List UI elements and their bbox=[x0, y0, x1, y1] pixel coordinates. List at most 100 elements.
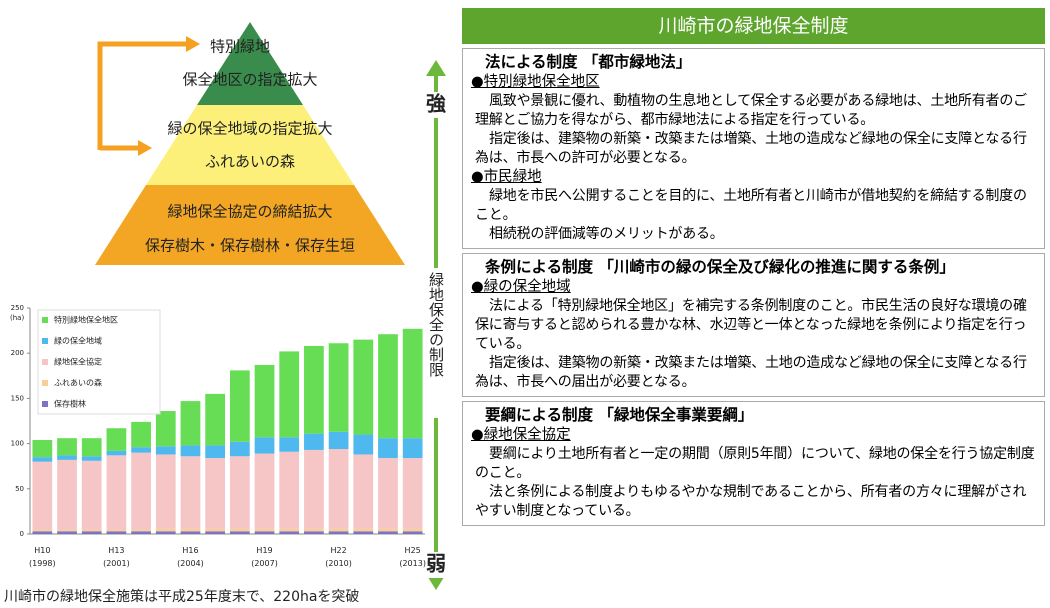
bar-segment bbox=[57, 455, 77, 460]
y-axis-label: (ha) bbox=[10, 314, 24, 322]
bar-segment bbox=[32, 529, 53, 532]
bar-segment bbox=[254, 453, 275, 529]
bar-segment bbox=[402, 328, 423, 439]
bar-segment bbox=[353, 531, 374, 534]
paragraph: 法と条例による制度よりもゆるやかな規制であることから、所有者の方々に理解がされや… bbox=[475, 484, 1027, 519]
paragraph: 緑地を市民へ公開することを目的に、土地所有者と川崎市が借地契約を締結する制度のこ… bbox=[475, 188, 1027, 223]
pyramid-middle bbox=[146, 105, 354, 185]
bar-segment bbox=[57, 438, 77, 456]
caption: 川崎市の緑地保全施策は平成25年度末で、220haを突破 bbox=[4, 588, 359, 605]
paragraph: 要綱により土地所有者と一定の期間（原則5年間）について、緑地の保全を行う協定制度… bbox=[475, 446, 1035, 481]
legend-swatch bbox=[42, 338, 48, 344]
pyramid-label: 緑地保全協定の締結拡大 bbox=[167, 203, 332, 221]
bar-segment bbox=[155, 446, 176, 455]
legend-label: 保存樹林 bbox=[54, 399, 86, 409]
x-tick-label: H25 (2013) bbox=[399, 546, 426, 568]
y-tick-label: 0 bbox=[20, 530, 24, 538]
bar-segment bbox=[180, 456, 201, 529]
arrow-head bbox=[186, 36, 200, 52]
bar-segment bbox=[279, 528, 300, 532]
bar-segment bbox=[328, 343, 349, 432]
bar-segment bbox=[155, 454, 176, 529]
x-tick-label: H19 (2007) bbox=[251, 546, 278, 568]
label-bg bbox=[424, 552, 448, 578]
bar-segment bbox=[155, 411, 176, 447]
bar-segment bbox=[229, 370, 250, 442]
bar-segment bbox=[353, 434, 374, 455]
bar-segment bbox=[353, 528, 374, 532]
legend-box bbox=[37, 309, 161, 415]
arrow-head bbox=[426, 60, 446, 76]
section-heading: 法による制度 「都市緑地法」 bbox=[485, 53, 692, 71]
bar-segment bbox=[57, 459, 77, 530]
bar-segment bbox=[131, 531, 151, 534]
bar-segment bbox=[378, 438, 398, 459]
bar-segment bbox=[180, 528, 201, 532]
x-tick-label: H16 (2004) bbox=[177, 546, 204, 568]
panel: 川崎市の緑地保全制度 法による制度 「都市緑地法」 ●特別緑地保全地区 風致や景観に優… bbox=[462, 8, 1045, 526]
legend-swatch bbox=[42, 359, 48, 365]
bar-segment bbox=[205, 531, 226, 534]
bar-segment bbox=[328, 431, 349, 450]
legend-label: ふれあいの森 bbox=[54, 378, 102, 388]
pyramid-bottom bbox=[95, 185, 405, 265]
bar-segment bbox=[353, 339, 374, 435]
bar-segment bbox=[304, 531, 324, 534]
bar-segment bbox=[180, 531, 201, 534]
bar-segment bbox=[57, 529, 77, 532]
x-tick-label: H13 (2001) bbox=[103, 546, 130, 568]
pyramid: 特別緑地 保全地区の指定拡大 緑の保全地域の指定拡大 ふれあいの森 緑地保全協定… bbox=[95, 22, 405, 265]
strong-label: 強 bbox=[426, 92, 446, 116]
bar-segment bbox=[304, 433, 324, 450]
bar-segment bbox=[180, 445, 201, 457]
bar-segment bbox=[81, 531, 102, 534]
pyramid-label: 保全地区の指定拡大 bbox=[182, 71, 317, 89]
item-label: ●市民緑地 bbox=[471, 169, 542, 185]
bar-segment bbox=[205, 458, 226, 529]
bar-segment bbox=[155, 528, 176, 532]
bar-segment bbox=[254, 437, 275, 454]
weak-label: 弱 bbox=[426, 552, 446, 576]
bar-segment bbox=[205, 393, 226, 446]
bar-segment bbox=[254, 364, 275, 438]
x-tick-label: H10 (1998) bbox=[29, 546, 56, 568]
paragraph: 法による「特別緑地保全地区」を補完する条例制度のこと。市民生活の良好な環境の確保… bbox=[475, 298, 1027, 352]
bar-segment bbox=[229, 528, 250, 532]
bar-segment bbox=[279, 531, 300, 534]
legend-label: 緑地保全協定 bbox=[54, 357, 102, 367]
bar-segment bbox=[57, 531, 77, 534]
paragraph: 指定後は、建築物の新築・改築または増築、土地の造成など緑地の保全に支障となる行為… bbox=[475, 355, 1027, 390]
pyramid-top bbox=[197, 22, 303, 105]
paragraph: 相続税の評価減等のメリットがある。 bbox=[489, 226, 724, 242]
bar-segment bbox=[304, 345, 324, 434]
bar-segment bbox=[402, 531, 423, 534]
panel-title: 川崎市の緑地保全制度 bbox=[462, 8, 1045, 44]
bar-segment bbox=[32, 461, 53, 530]
bar-chart: (ha) 川崎市の緑地保全施策は平成25年度末で、220haを突破 0 50 100… bbox=[4, 304, 426, 605]
bar-segment bbox=[254, 528, 275, 532]
bar-segment bbox=[378, 458, 398, 529]
bar-segment bbox=[81, 460, 102, 530]
section-heading: 条例による制度 「川崎市の緑の保全及び緑化の推進に関する条例」 bbox=[485, 258, 955, 276]
pyramid-label: 保存樹木・保存樹林・保存生垣 bbox=[145, 237, 355, 255]
paragraph: 指定後は、建築物の新築・改築または増築、土地の造成など緑地の保全に支障となる行為… bbox=[475, 131, 1027, 166]
bar-segment bbox=[279, 437, 300, 452]
bar-segment bbox=[155, 531, 176, 534]
bar-segment bbox=[229, 441, 250, 457]
bar-segment bbox=[81, 438, 102, 457]
bar-segment bbox=[402, 438, 423, 459]
bar-segment bbox=[328, 528, 349, 532]
bar-segment bbox=[304, 528, 324, 532]
pyramid-label: 緑の保全地域の指定拡大 bbox=[167, 120, 332, 138]
legend-swatch bbox=[42, 380, 48, 386]
y-tick-label: 100 bbox=[11, 440, 24, 448]
bar-segment bbox=[131, 447, 151, 453]
bar-segment bbox=[328, 531, 349, 534]
bar-segment bbox=[378, 528, 398, 532]
bar-segment bbox=[131, 529, 151, 532]
item-label: ●特別緑地保全地区 bbox=[471, 74, 600, 90]
bar-segment bbox=[180, 401, 201, 446]
arrow-head bbox=[138, 140, 152, 156]
bar-segment bbox=[402, 528, 423, 532]
